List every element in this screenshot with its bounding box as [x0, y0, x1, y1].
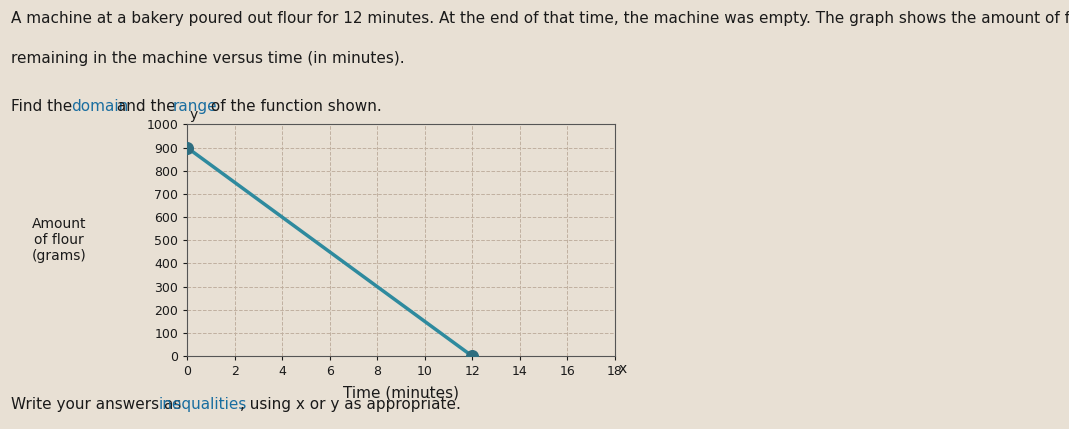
X-axis label: Time (minutes): Time (minutes): [343, 385, 459, 400]
Text: , using x or y as appropriate.: , using x or y as appropriate.: [239, 397, 461, 412]
Text: Amount
of flour
(grams): Amount of flour (grams): [31, 217, 87, 263]
Text: Write your answers as: Write your answers as: [11, 397, 186, 412]
Text: range: range: [172, 99, 217, 114]
Text: of the function shown.: of the function shown.: [206, 99, 382, 114]
Text: A machine at a bakery poured out flour for 12 minutes. At the end of that time, : A machine at a bakery poured out flour f…: [11, 11, 1069, 26]
Text: and the: and the: [111, 99, 181, 114]
Text: domain: domain: [72, 99, 128, 114]
Point: [179, 144, 196, 151]
Point: [464, 353, 481, 360]
Text: remaining in the machine versus time (in minutes).: remaining in the machine versus time (in…: [11, 51, 404, 66]
Text: y: y: [189, 108, 198, 122]
Text: x: x: [619, 362, 628, 376]
Text: Find the: Find the: [11, 99, 77, 114]
Text: inequalities: inequalities: [159, 397, 247, 412]
